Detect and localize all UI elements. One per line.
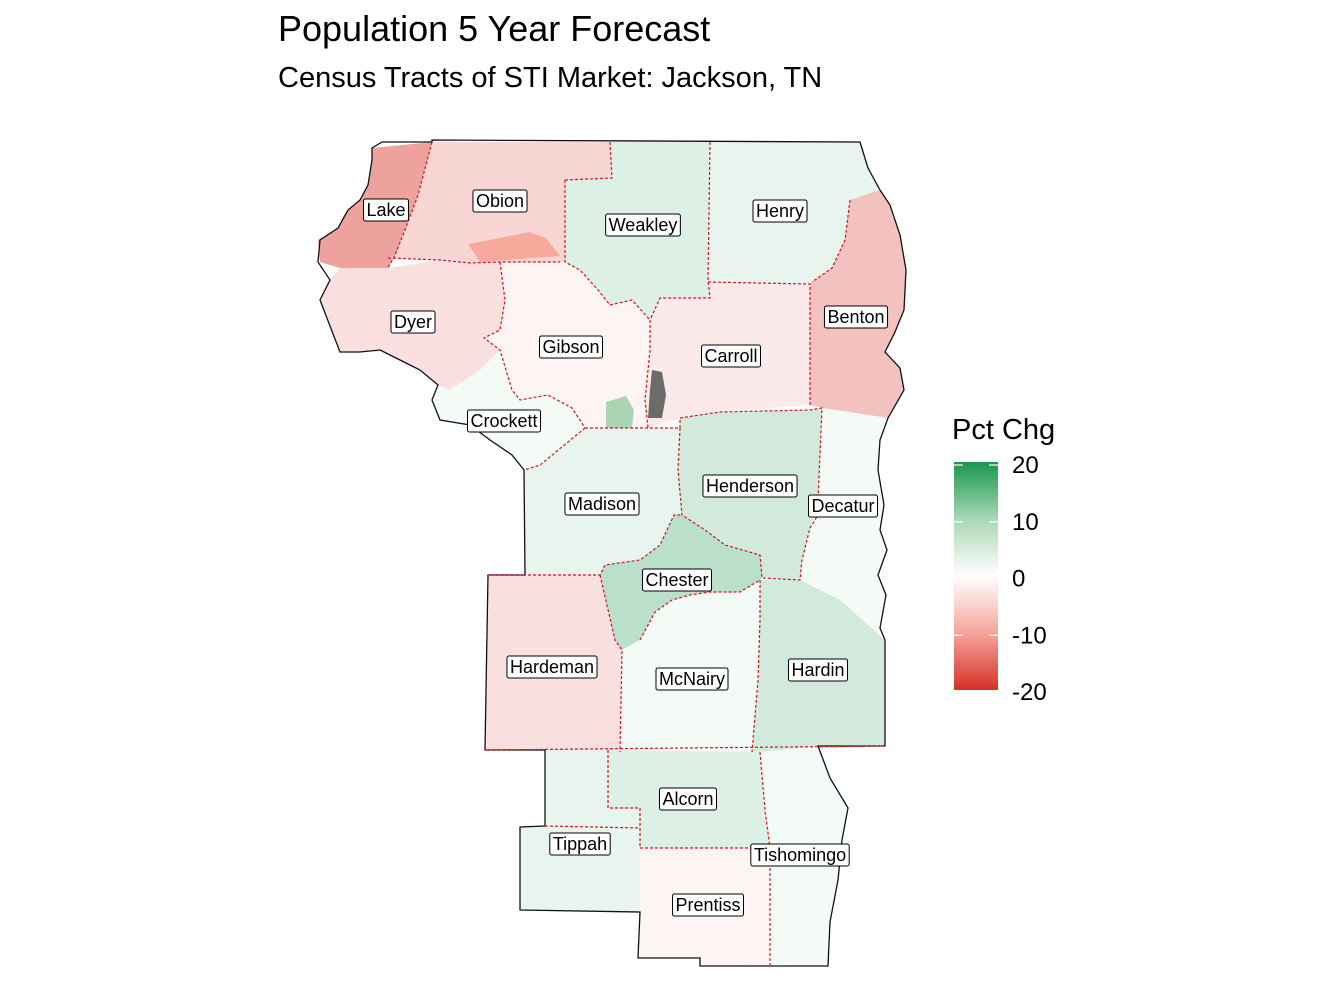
county-benton [810, 190, 906, 418]
county-label-dyer: Dyer [390, 310, 436, 334]
no-data-tract [648, 370, 666, 418]
svg-text:Weakley: Weakley [609, 215, 678, 235]
county-tippah [520, 750, 640, 912]
county-label-chester: Chester [641, 568, 713, 592]
legend-tick-label: 20 [1012, 452, 1039, 479]
svg-text:Gibson: Gibson [542, 337, 599, 357]
county-label-obion: Obion [472, 189, 528, 213]
county-label-henry: Henry [752, 199, 808, 223]
county-label-tishomingo: Tishomingo [750, 843, 850, 867]
county-label-tippah: Tippah [549, 832, 611, 856]
county-label-carroll: Carroll [700, 344, 762, 368]
svg-text:Crockett: Crockett [470, 411, 537, 431]
county-label-lake: Lake [362, 198, 410, 222]
county-mcnairy [620, 580, 760, 752]
svg-text:Prentiss: Prentiss [675, 895, 740, 915]
county-label-mcnairy: McNairy [655, 667, 729, 691]
legend-tick-label: 10 [1012, 509, 1039, 536]
county-label-hardin: Hardin [787, 658, 849, 682]
svg-text:McNairy: McNairy [659, 669, 725, 689]
county-label-benton: Benton [823, 305, 889, 329]
svg-text:Dyer: Dyer [394, 312, 432, 332]
legend-colorbar [954, 462, 998, 690]
county-boundaries [387, 141, 886, 965]
svg-text:Carroll: Carroll [704, 346, 757, 366]
county-label-gibson: Gibson [538, 335, 604, 359]
legend-title: Pct Chg [952, 414, 1056, 446]
map-title: Population 5 Year Forecast [278, 8, 711, 49]
svg-text:Hardeman: Hardeman [510, 657, 594, 677]
high-decline-tract [468, 232, 560, 262]
svg-text:Alcorn: Alcorn [662, 789, 713, 809]
county-label-crockett: Crockett [466, 409, 542, 433]
legend-tick-label: 0 [1012, 566, 1025, 593]
county-label-henderson: Henderson [702, 474, 798, 498]
svg-text:Lake: Lake [366, 200, 405, 220]
map-subtitle: Census Tracts of STI Market: Jackson, TN [278, 62, 823, 94]
svg-text:Benton: Benton [827, 307, 884, 327]
svg-text:Tishomingo: Tishomingo [754, 845, 846, 865]
market-outline [317, 139, 907, 967]
high-growth-tract [606, 396, 634, 428]
svg-text:Henderson: Henderson [706, 476, 794, 496]
svg-text:Decatur: Decatur [811, 496, 874, 516]
svg-text:Chester: Chester [645, 570, 708, 590]
county-label-prentiss: Prentiss [671, 893, 745, 917]
svg-text:Henry: Henry [756, 201, 804, 221]
county-label-decatur: Decatur [807, 494, 879, 518]
svg-text:Madison: Madison [568, 494, 636, 514]
svg-text:Tippah: Tippah [553, 834, 607, 854]
county-label-hardeman: Hardeman [506, 655, 598, 679]
legend-tick-label: -20 [1012, 679, 1047, 706]
county-label-alcorn: Alcorn [658, 787, 718, 811]
county-decatur [800, 408, 888, 640]
svg-text:Hardin: Hardin [791, 660, 844, 680]
county-label-madison: Madison [564, 492, 640, 516]
legend: 20 10 0 -10 -20 [954, 452, 1047, 706]
county-label-weakley: Weakley [605, 213, 681, 237]
svg-text:Obion: Obion [476, 191, 524, 211]
legend-tick-label: -10 [1012, 622, 1047, 649]
